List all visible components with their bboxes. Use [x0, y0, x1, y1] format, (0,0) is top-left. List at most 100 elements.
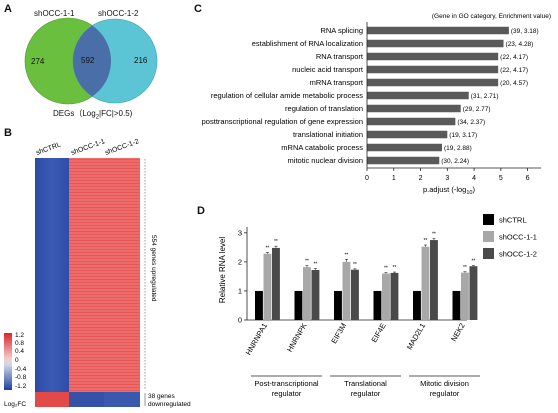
go-category-label: posttranscriptional regulation of gene e… — [202, 117, 363, 126]
rna-bar — [263, 253, 272, 320]
rna-legend-label: shOCC-1-2 — [499, 250, 537, 259]
heatmap-kd2-down — [104, 392, 140, 407]
venn-caption: DEGs（Log2|FC|>0.5) — [53, 108, 132, 121]
go-annotation: (31, 2.71) — [471, 93, 499, 100]
rna-bar — [390, 272, 399, 320]
go-bar — [367, 156, 440, 165]
go-bar — [367, 143, 442, 152]
rna-bar — [413, 290, 421, 320]
heatmap-legend-tick-2: 0.4 — [15, 348, 24, 355]
rna-category-label: EIF4E — [369, 322, 387, 345]
go-bar — [367, 39, 504, 48]
rna-category-label: HNRNPK — [285, 322, 309, 354]
rna-bar — [469, 266, 478, 320]
rna-bar — [294, 290, 303, 320]
rna-bar — [382, 273, 390, 320]
heatmap: shCTRL shOCC-1-1 shOCC-1-2 554 genes upr… — [4, 138, 191, 408]
rna-bar — [373, 290, 382, 320]
heatmap-kd2-up — [104, 158, 140, 392]
go-annotation: (22, 4.17) — [500, 54, 528, 61]
go-x-tick-label: 6 — [526, 175, 530, 182]
go-category-label: translational initiation — [293, 130, 363, 139]
venn-overlap-count: 592 — [81, 56, 95, 65]
heatmap-legend-bar — [4, 333, 12, 390]
rna-category-label: MAD2L1 — [405, 322, 427, 352]
go-annotation: (22, 4.17) — [500, 67, 528, 74]
go-bar — [367, 26, 509, 35]
venn-right-label: shOCC-1-2 — [98, 9, 139, 18]
go-x-tick-label: 3 — [445, 175, 449, 182]
heatmap-up-label: 554 genes upregulated — [150, 235, 157, 302]
heatmap-down-label-2: downregulated — [148, 401, 191, 408]
venn-caption-prefix: DEGs（Log — [53, 109, 96, 118]
rna-significance: ** — [313, 262, 317, 268]
rna-legend-swatch — [483, 248, 494, 259]
rna-category-label: HNRNPA1 — [244, 322, 269, 357]
go-bar — [367, 117, 456, 126]
rna-bar — [430, 240, 438, 320]
go-bar — [367, 65, 499, 74]
go-category-label: regulation of cellular amide metabolic p… — [211, 91, 363, 100]
rna-significance: ** — [305, 259, 309, 265]
rna-y-label: Relative RNA level — [218, 237, 227, 303]
rna-bar — [255, 290, 263, 320]
rna-significance: ** — [344, 252, 348, 258]
heatmap-legend-tick-4: -0.4 — [15, 366, 27, 373]
heatmap-legend-tick-3: 0 — [15, 357, 19, 364]
heatmap-down-label-1: 38 genes — [148, 393, 175, 400]
go-annotation: (19, 2.88) — [444, 145, 472, 152]
venn-right-count: 216 — [134, 56, 148, 65]
go-category-label: regulation of translation — [285, 104, 363, 113]
go-x-label: p.adjust (-log10) — [423, 185, 475, 196]
rna-significance: ** — [432, 232, 436, 238]
rna-level-chart: 0 1 2 3 Relative RNA level ** ** HNRNPA1 ** ** H… — [218, 214, 537, 398]
go-annotation: (29, 2.77) — [463, 106, 491, 113]
go-bar — [367, 91, 469, 100]
panel-a-letter: A — [4, 3, 12, 15]
rna-group-label: Mitotic division — [420, 379, 469, 388]
rna-bar — [272, 247, 280, 320]
heatmap-ctrl-up — [35, 158, 69, 392]
rna-bar — [342, 261, 351, 320]
rna-significance: ** — [274, 239, 278, 245]
rna-significance: ** — [423, 238, 427, 244]
go-x-tick-label: 2 — [419, 175, 423, 182]
rna-bar — [452, 290, 461, 320]
venn-panel: shOCC-1-1 shOCC-1-2 274 592 216 DEGs（Log… — [0, 0, 190, 125]
venn-overlap-region — [73, 19, 111, 103]
rna-group-label: Post-transcriptional — [254, 379, 319, 388]
rna-group-label: Translational — [344, 379, 387, 388]
heatmap-legend-tick-1: 0.8 — [15, 340, 24, 347]
rna-group-label: regulator — [272, 389, 302, 398]
go-x-tick-label: 1 — [392, 175, 396, 182]
rna-y-tick-label: 2 — [238, 257, 242, 266]
rna-bar — [461, 272, 469, 320]
heatmap-col-label-2: shOCC-1-2 — [104, 138, 140, 157]
rna-y-tick-label: 0 — [238, 316, 242, 325]
go-bar — [367, 52, 499, 61]
rna-significance: ** — [353, 262, 357, 268]
panel-d-letter: D — [197, 205, 205, 217]
go-annotation: (20, 4.57) — [500, 80, 528, 87]
go-x-label-suffix: ) — [472, 185, 475, 194]
rna-y-tick-label: 1 — [238, 286, 242, 295]
go-bar — [367, 104, 461, 113]
rna-significance: ** — [471, 259, 475, 265]
go-bar — [367, 78, 499, 87]
rna-significance: ** — [392, 265, 396, 271]
rna-bar — [421, 246, 430, 320]
rna-group-label: regulator — [430, 389, 460, 398]
go-x-tick-label: 4 — [472, 175, 476, 182]
go-category-label: mRNA transport — [310, 78, 364, 87]
rna-legend-label: shOCC-1-1 — [499, 233, 537, 242]
go-annotation: (34, 2.37) — [457, 119, 485, 126]
rna-bar — [311, 270, 320, 320]
go-annotation: (30, 2.24) — [441, 158, 469, 165]
heatmap-kd1-up — [69, 158, 104, 392]
rna-bar — [303, 267, 311, 320]
panel-b-letter: B — [4, 127, 12, 139]
venn-caption-suffix: |FC|>0.5) — [99, 109, 133, 118]
rna-significance: ** — [265, 246, 269, 252]
rna-legend-swatch — [483, 214, 494, 225]
venn-diagram — [24, 17, 158, 105]
